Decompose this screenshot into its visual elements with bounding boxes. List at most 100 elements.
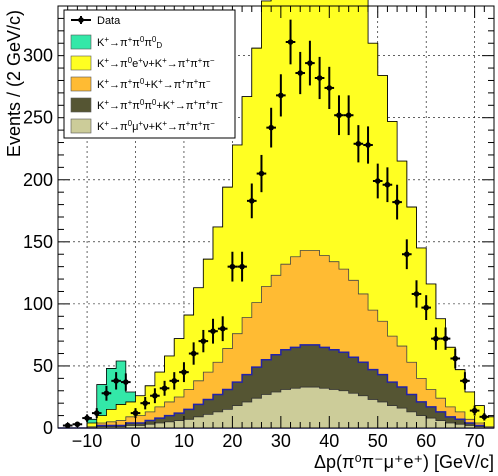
legend-label: Data bbox=[97, 15, 121, 27]
data-point-marker bbox=[152, 392, 158, 399]
data-point-marker bbox=[239, 263, 245, 270]
data-point-marker bbox=[248, 198, 255, 204]
x-tick-label: −10 bbox=[72, 431, 103, 451]
legend-swatch bbox=[70, 55, 92, 71]
data-point bbox=[431, 327, 441, 350]
data-point bbox=[256, 154, 267, 193]
y-tick-label: 50 bbox=[33, 356, 53, 376]
data-point bbox=[363, 126, 373, 164]
legend-swatch bbox=[70, 76, 92, 92]
data-point-marker bbox=[258, 170, 265, 177]
data-point bbox=[411, 280, 422, 308]
legend-label: K+→π+π0π0+K+→π+π+π− bbox=[97, 98, 223, 112]
x-tick-label: 50 bbox=[368, 431, 388, 451]
y-tick-label: 150 bbox=[23, 232, 53, 252]
data-point bbox=[266, 107, 276, 148]
x-tick-label: 10 bbox=[174, 431, 194, 451]
x-tick-labels: −10 0 10 20 30 40 50 60 70 bbox=[72, 431, 485, 451]
legend-swatch bbox=[70, 97, 92, 113]
y-tick-label: 100 bbox=[23, 294, 53, 314]
data-point-marker bbox=[307, 60, 313, 66]
y-tick-labels: 0 50 100 150 200 250 300 bbox=[23, 46, 53, 438]
data-point bbox=[392, 184, 402, 220]
data-point-marker bbox=[200, 338, 207, 344]
data-point bbox=[208, 318, 218, 344]
data-point-marker bbox=[278, 92, 284, 99]
data-point-marker bbox=[326, 85, 333, 91]
data-point-marker bbox=[394, 199, 400, 205]
legend-swatch bbox=[70, 118, 92, 134]
data-point-marker bbox=[171, 378, 178, 384]
data-point bbox=[421, 295, 431, 321]
y-tick-label: 200 bbox=[23, 170, 53, 190]
data-point-marker bbox=[374, 178, 381, 184]
data-point bbox=[111, 372, 121, 390]
data-point-marker bbox=[413, 291, 420, 297]
data-point-marker bbox=[433, 335, 439, 342]
x-tick-label: 70 bbox=[465, 431, 485, 451]
x-tick-label: 40 bbox=[319, 431, 339, 451]
data-point bbox=[246, 183, 257, 219]
data-point bbox=[285, 19, 296, 65]
data-point-marker bbox=[481, 414, 488, 420]
data-point bbox=[198, 329, 209, 353]
data-point bbox=[276, 74, 286, 117]
data-point bbox=[334, 95, 344, 136]
data-point-marker bbox=[345, 112, 352, 119]
legend-entry: K+→π0μ+ν+K+→π+π+π− bbox=[70, 118, 215, 134]
data-point bbox=[217, 316, 228, 342]
y-tick-label: 250 bbox=[23, 108, 53, 128]
data-point bbox=[227, 251, 238, 282]
data-point bbox=[237, 251, 247, 282]
data-point-marker bbox=[268, 124, 274, 131]
data-point-marker bbox=[404, 251, 410, 258]
y-axis-label: Events / (2 GeV/c) bbox=[4, 10, 24, 157]
data-point bbox=[295, 51, 306, 95]
data-point bbox=[188, 342, 199, 365]
legend-entry: Data bbox=[71, 15, 121, 27]
axis-ticks bbox=[57, 5, 495, 429]
data-point-marker bbox=[181, 369, 187, 375]
data-point-marker bbox=[442, 335, 449, 342]
legend-entry: K+→π+π0π0+K+→π+π+π− bbox=[70, 97, 223, 113]
data-point-marker bbox=[355, 140, 362, 147]
data-point-marker bbox=[365, 142, 371, 148]
data-point-marker bbox=[297, 70, 304, 76]
data-point bbox=[179, 362, 189, 383]
y-tick-label: 0 bbox=[43, 418, 53, 438]
data-point bbox=[150, 388, 160, 404]
data-point-marker bbox=[336, 112, 342, 119]
data-point-marker bbox=[462, 378, 468, 384]
legend-entry: K+→π0e+ν+K+→π+π+π− bbox=[70, 55, 215, 71]
data-point-marker bbox=[384, 181, 391, 188]
data-point bbox=[402, 239, 412, 270]
data-point bbox=[169, 372, 180, 390]
data-point-marker bbox=[161, 385, 168, 392]
data-point bbox=[159, 380, 170, 396]
data-point bbox=[372, 163, 383, 199]
legend-data-marker bbox=[78, 17, 84, 23]
legend-box bbox=[63, 9, 236, 139]
data-point-marker bbox=[452, 355, 459, 362]
legend-label: K+→π+π0π0D bbox=[97, 35, 162, 50]
legend-entry: K+→π+π0π0D bbox=[70, 34, 162, 50]
legend-label: K+→π+π0+K+→π+π+π− bbox=[97, 77, 211, 91]
data-point-marker bbox=[190, 350, 197, 357]
data-point bbox=[343, 95, 354, 136]
legend: Data K+→π+π0π0D K+→π0e+ν+K+→π+π+π− K+→π+π0+… bbox=[63, 9, 236, 139]
data-point bbox=[121, 373, 131, 391]
x-tick-label: 60 bbox=[416, 431, 436, 451]
data-point bbox=[469, 405, 480, 416]
stacked-histograms bbox=[58, 0, 495, 429]
x-tick-label: 20 bbox=[222, 431, 242, 451]
data-point-marker bbox=[103, 390, 110, 397]
legend-entry: K+→π+π0+K+→π+π+π− bbox=[70, 76, 211, 92]
data-point bbox=[460, 372, 470, 390]
data-point bbox=[353, 125, 364, 163]
data-point-marker bbox=[316, 75, 323, 81]
data-point bbox=[450, 348, 461, 369]
data-point bbox=[314, 56, 325, 100]
legend-swatch bbox=[70, 34, 92, 50]
data-point bbox=[305, 40, 315, 86]
